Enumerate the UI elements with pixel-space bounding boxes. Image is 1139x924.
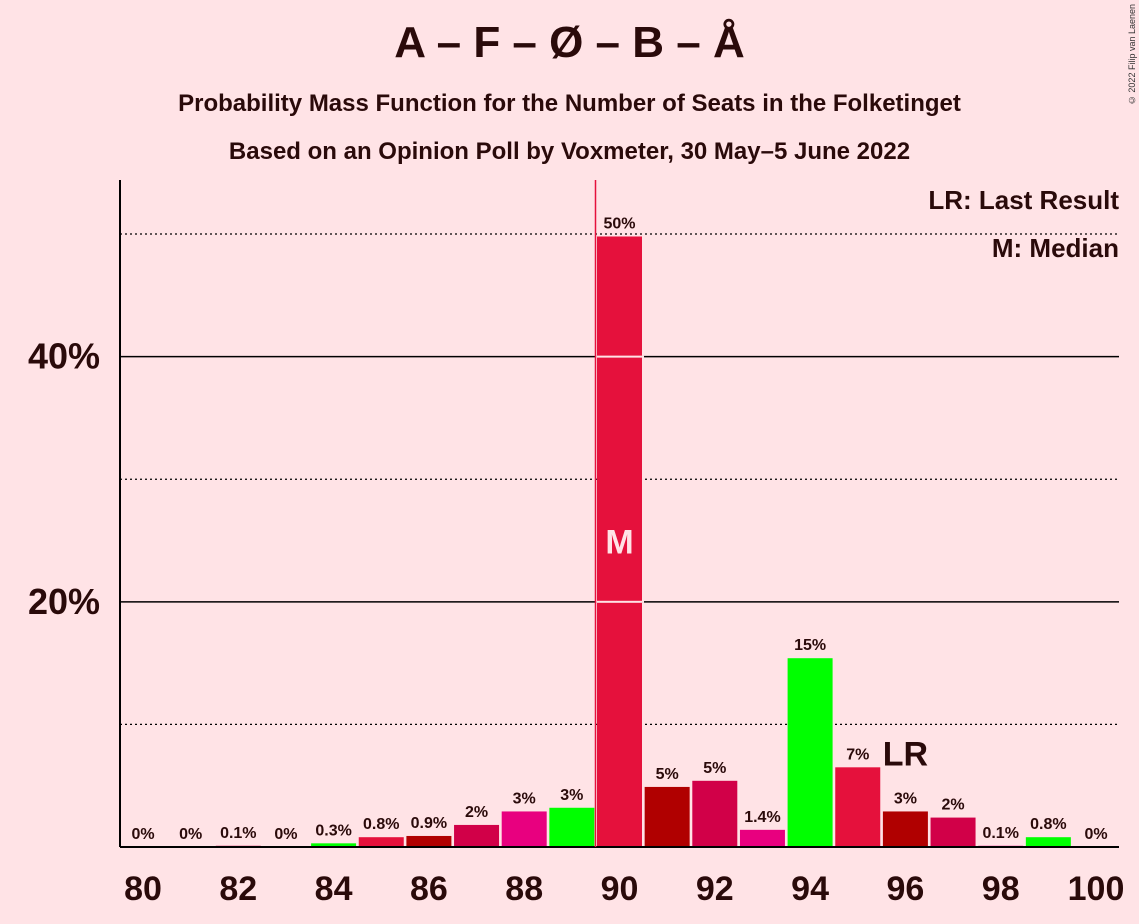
bar-86 — [406, 835, 452, 847]
bar-93 — [739, 829, 785, 847]
data-label-81: 0% — [179, 826, 202, 843]
x-tick-label-84: 84 — [315, 870, 353, 908]
bar-88 — [501, 811, 547, 847]
bar-87 — [454, 824, 500, 847]
legend-median: M: Median — [991, 233, 1119, 263]
legend-last-result: LR: Last Result — [928, 185, 1119, 215]
x-tick-label-96: 96 — [886, 870, 924, 908]
data-label-89: 3% — [560, 787, 583, 804]
data-label-96: 3% — [894, 790, 917, 807]
bars — [215, 236, 1071, 847]
data-label-88: 3% — [513, 790, 536, 807]
bar-97 — [930, 817, 976, 847]
x-tick-label-82: 82 — [219, 870, 257, 908]
x-tick-label-86: 86 — [410, 870, 448, 908]
data-label-84: 0.3% — [315, 822, 351, 839]
tick-labels: 80 82 84 86 88 90 92 94 96 98 100 20% 40% — [28, 336, 1124, 908]
bar-92 — [692, 780, 738, 847]
x-tick-label-80: 80 — [124, 870, 162, 908]
data-label-99: 0.8% — [1030, 816, 1066, 833]
bar-89 — [549, 807, 595, 847]
chart-subtitle: Probability Mass Function for the Number… — [178, 90, 961, 117]
data-label-97: 2% — [941, 797, 964, 814]
axes — [119, 180, 1119, 848]
bar-90 — [597, 236, 642, 847]
bar-94 — [787, 658, 833, 847]
x-tick-label-98: 98 — [982, 870, 1020, 908]
x-tick-label-92: 92 — [696, 870, 734, 908]
x-tick-label-90: 90 — [601, 870, 639, 908]
median-bar-gap-40 — [595, 355, 644, 358]
data-label-91: 5% — [656, 766, 679, 783]
data-label-93: 1.4% — [744, 809, 780, 826]
data-label-86: 0.9% — [411, 815, 447, 832]
median-bar-gap-20 — [595, 600, 644, 603]
data-label-95: 7% — [846, 746, 869, 763]
data-label-90: 50% — [603, 215, 635, 232]
x-tick-label-88: 88 — [505, 870, 543, 908]
bar-95 — [835, 767, 881, 847]
y-tick-label-20: 20% — [28, 581, 100, 622]
data-label-94: 15% — [794, 637, 826, 654]
data-label-87: 2% — [465, 804, 488, 821]
data-label-92: 5% — [703, 760, 726, 777]
bar-85 — [358, 837, 404, 847]
x-tick-label-100: 100 — [1068, 870, 1125, 908]
bar-99 — [1025, 837, 1071, 847]
data-labels: 0% 0% 0.1% 0% 0.3% 0.8% 0.9% 2% 3% 3% 50% 5% 5% 1.4% 1… — [131, 215, 1107, 843]
chart-title: A – F – Ø – B – Å — [394, 18, 745, 67]
data-label-82: 0.1% — [220, 825, 256, 842]
markers: M LR — [594, 180, 928, 847]
bar-84 — [311, 843, 357, 847]
chart-subtitle-source: Based on an Opinion Poll by Voxmeter, 30… — [228, 138, 911, 165]
data-label-83: 0% — [274, 826, 297, 843]
data-label-100: 0% — [1084, 826, 1107, 843]
data-label-98: 0.1% — [982, 825, 1018, 842]
data-label-80: 0% — [131, 826, 154, 843]
y-tick-label-40: 40% — [28, 336, 100, 377]
median-marker: M — [605, 524, 633, 562]
bar-96 — [882, 811, 928, 847]
bar-91 — [644, 786, 690, 847]
last-result-marker: LR — [883, 735, 928, 773]
data-label-85: 0.8% — [363, 816, 399, 833]
x-tick-label-94: 94 — [791, 870, 829, 908]
